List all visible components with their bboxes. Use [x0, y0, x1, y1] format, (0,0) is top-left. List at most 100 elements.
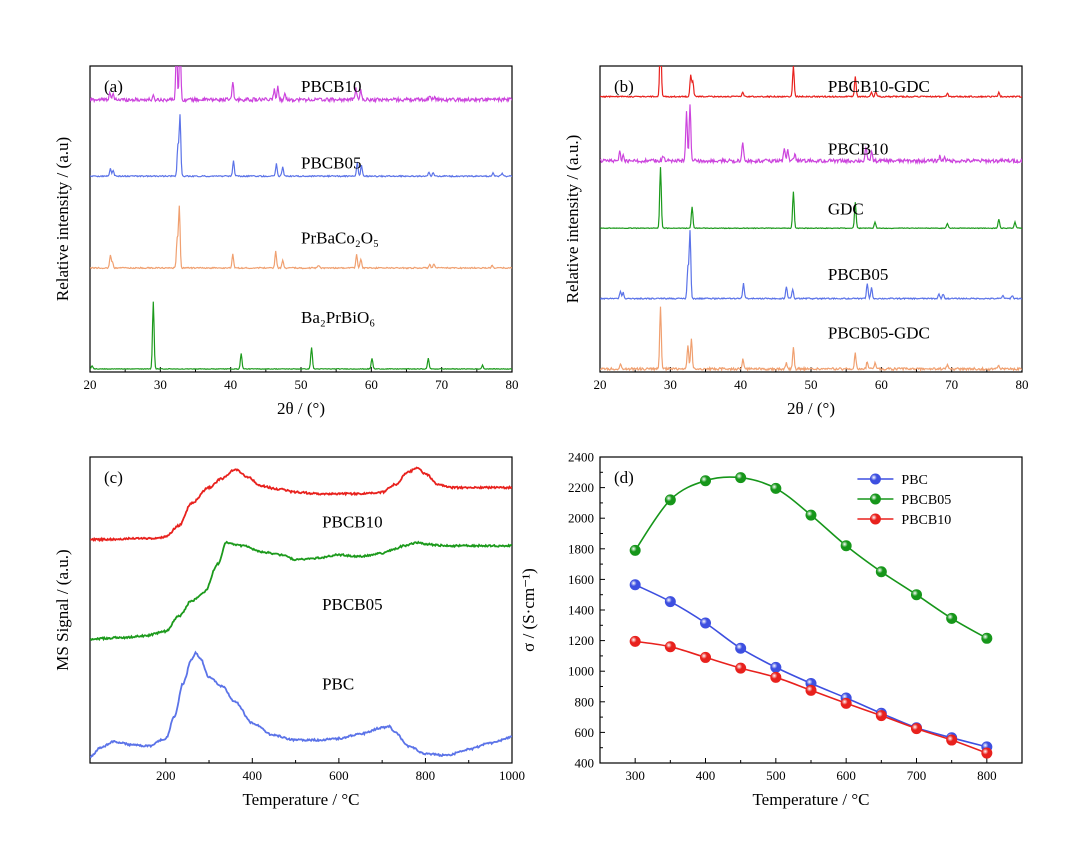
panel-label: (c): [104, 468, 123, 487]
series-label: GDC: [828, 199, 864, 218]
data-point: [770, 661, 782, 673]
x-tick-label: 60: [365, 377, 378, 392]
x-tick-label: 400: [696, 768, 716, 783]
data-point: [699, 475, 711, 487]
legend-entry: PBCB05: [901, 493, 951, 508]
data-point: [770, 671, 782, 683]
data-point: [910, 723, 922, 735]
x-tick-label: 800: [977, 768, 997, 783]
data-point: [735, 662, 747, 674]
panel-label: (d): [614, 468, 634, 487]
data-point: [664, 494, 676, 506]
series-line-PBCB10: [600, 104, 1022, 165]
legend-marker: [869, 473, 881, 485]
series-label: PBCB10: [322, 512, 382, 531]
series-label: PBCB10: [828, 140, 888, 159]
series-label: PBCB05-GDC: [828, 323, 930, 342]
data-point: [840, 697, 852, 709]
y-axis-label: Relative intensity / (a.u.): [563, 135, 582, 304]
x-tick-label: 600: [836, 768, 856, 783]
series-line-PrBaCo₂O₅: [90, 205, 512, 270]
x-tick-label: 800: [416, 768, 436, 783]
legend-entry: PBCB10: [901, 513, 951, 528]
panel-c: 200 400 600 800 1000 Temperature / °C MS Signa…: [53, 456, 525, 809]
data-point: [629, 579, 641, 591]
series-line-PBCB05-GDC: [600, 306, 1022, 372]
series-line-PBCB05: [600, 230, 1022, 301]
data-point: [981, 632, 993, 644]
y-tick-label: 1200: [568, 633, 594, 648]
legend-marker: [869, 513, 881, 525]
y-tick-label: 2400: [568, 450, 594, 465]
series-line-PBCB10-GDC: [600, 66, 1022, 99]
x-tick-label: 80: [1016, 377, 1029, 392]
y-tick-label: 2200: [568, 480, 594, 495]
series-label: PBCB05: [301, 154, 361, 173]
series-label: PBCB10: [301, 77, 361, 96]
x-tick-label: 700: [907, 768, 927, 783]
data-point: [735, 472, 747, 484]
plot-frame: [599, 65, 1023, 373]
data-point: [770, 482, 782, 494]
y-axis-label: MS Signal / (a.u.): [53, 549, 72, 670]
data-point: [946, 734, 958, 746]
x-tick-label: 200: [156, 768, 176, 783]
series-label: PrBaCo₂O₅: [301, 228, 379, 247]
panel-d: 300 400 500 600 700 800 400 600 800 1000 1200 1400 1…: [519, 450, 1023, 809]
x-tick-label: 500: [766, 768, 786, 783]
data-point: [805, 684, 817, 696]
data-point: [910, 589, 922, 601]
x-tick-label: 70: [945, 377, 958, 392]
x-axis-label: Temperature / °C: [752, 790, 869, 809]
x-tick-label: 20: [594, 377, 607, 392]
data-point: [629, 635, 641, 647]
x-tick-label: 50: [805, 377, 818, 392]
series-label: Ba₂PrBiO₆: [301, 308, 375, 327]
series-label: PBCB05: [322, 595, 382, 614]
plot-frame: [89, 456, 513, 764]
legend-entry: PBC: [901, 473, 927, 488]
x-axis-label: 2θ / (°): [277, 399, 325, 418]
series-line-PBCB05: [90, 114, 512, 178]
data-point: [805, 509, 817, 521]
x-tick-label: 70: [435, 377, 448, 392]
x-tick-label: 1000: [499, 768, 525, 783]
x-tick-label: 600: [329, 768, 349, 783]
x-tick-label: 300: [625, 768, 645, 783]
data-point: [629, 544, 641, 556]
y-axis-label: σ / (S·cm⁻¹): [519, 568, 538, 652]
data-point: [981, 747, 993, 759]
y-tick-label: 600: [575, 725, 595, 740]
series-line-GDC: [600, 167, 1022, 230]
series-line-PBCB10: [90, 66, 512, 104]
data-point: [840, 540, 852, 552]
x-tick-label: 80: [506, 377, 519, 392]
data-point: [735, 642, 747, 654]
x-axis-label: 2θ / (°): [787, 399, 835, 418]
y-tick-label: 1800: [568, 541, 594, 556]
panel-label: (b): [614, 77, 634, 96]
series-label: PBCB05: [828, 265, 888, 284]
data-point: [699, 617, 711, 629]
series-label: PBCB10-GDC: [828, 77, 930, 96]
series-label: PBC: [322, 675, 354, 694]
x-tick-label: 400: [243, 768, 263, 783]
legend-marker: [869, 493, 881, 505]
panel-a: 20 30 40 50 60 70 80 2θ / (°) Relative intensity…: [53, 65, 519, 418]
series-line-PBC: [634, 584, 988, 748]
x-tick-label: 50: [295, 377, 308, 392]
data-point: [664, 641, 676, 653]
x-tick-label: 40: [734, 377, 747, 392]
data-point: [699, 651, 711, 663]
y-tick-label: 400: [575, 756, 595, 771]
y-axis-label: Relative intensity / (a.u): [53, 137, 72, 301]
series-line-PBCB10: [90, 466, 512, 543]
series-line-PBCB10: [635, 640, 988, 754]
data-point: [875, 710, 887, 722]
series-line-PBCB05: [90, 540, 512, 642]
x-axis-label: Temperature / °C: [242, 790, 359, 809]
y-tick-label: 2000: [568, 511, 594, 526]
panel-label: (a): [104, 77, 123, 96]
x-tick-label: 40: [224, 377, 237, 392]
data-point: [946, 612, 958, 624]
